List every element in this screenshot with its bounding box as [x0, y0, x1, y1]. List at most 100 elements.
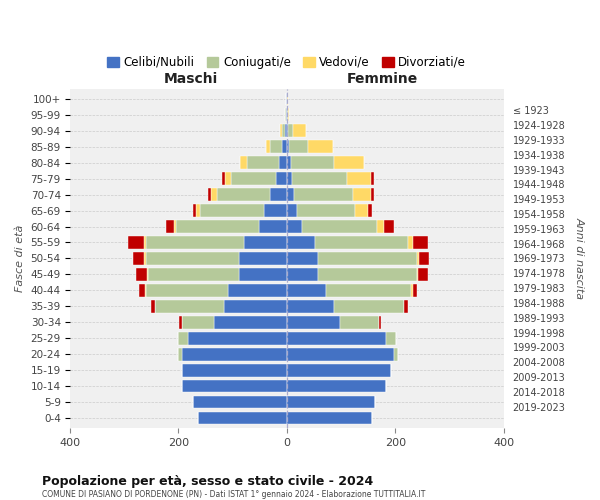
- Bar: [193, 204, 196, 217]
- Bar: [283, 124, 285, 137]
- Text: COMUNE DI PASIANO DI PORDENONE (PN) - Dati ISTAT 1° gennaio 2024 - Elaborazione : COMUNE DI PASIANO DI PORDENONE (PN) - Da…: [42, 490, 425, 499]
- Bar: [287, 236, 315, 248]
- Bar: [280, 124, 283, 137]
- Bar: [214, 316, 287, 328]
- Bar: [228, 284, 287, 296]
- Text: Popolazione per età, sesso e stato civile - 2024: Popolazione per età, sesso e stato civil…: [42, 474, 373, 488]
- Bar: [340, 316, 379, 328]
- Bar: [208, 188, 211, 201]
- Bar: [384, 220, 394, 232]
- Y-axis label: Anni di nascita: Anni di nascita: [575, 218, 585, 300]
- Bar: [287, 412, 373, 424]
- Bar: [151, 300, 155, 312]
- Text: Femmine: Femmine: [347, 72, 418, 86]
- Bar: [211, 188, 217, 201]
- Bar: [199, 412, 287, 424]
- Bar: [179, 316, 182, 328]
- Bar: [239, 252, 287, 264]
- Bar: [143, 236, 146, 248]
- Bar: [176, 220, 259, 232]
- Bar: [287, 172, 292, 185]
- Bar: [289, 124, 293, 137]
- Bar: [413, 236, 428, 248]
- Bar: [146, 284, 228, 296]
- Bar: [394, 348, 398, 360]
- Bar: [315, 236, 408, 248]
- Bar: [334, 300, 404, 312]
- Bar: [286, 92, 287, 105]
- Bar: [133, 252, 143, 264]
- Bar: [146, 236, 244, 248]
- Bar: [148, 268, 239, 280]
- Bar: [232, 172, 276, 185]
- Bar: [287, 364, 391, 376]
- Bar: [404, 300, 408, 312]
- Bar: [139, 284, 145, 296]
- Bar: [244, 236, 287, 248]
- Bar: [136, 268, 147, 280]
- Bar: [287, 140, 289, 153]
- Bar: [287, 156, 291, 169]
- Bar: [264, 204, 287, 217]
- Bar: [347, 172, 371, 185]
- Bar: [379, 316, 381, 328]
- Bar: [419, 252, 429, 264]
- Bar: [287, 380, 386, 392]
- Bar: [296, 204, 355, 217]
- Bar: [386, 332, 396, 344]
- Bar: [182, 348, 287, 360]
- Bar: [143, 252, 146, 264]
- Bar: [408, 236, 413, 248]
- Bar: [287, 124, 289, 137]
- Bar: [287, 396, 375, 408]
- Bar: [196, 204, 200, 217]
- Bar: [128, 236, 143, 248]
- Bar: [308, 140, 333, 153]
- Bar: [287, 252, 318, 264]
- Bar: [224, 300, 287, 312]
- Bar: [334, 156, 364, 169]
- Bar: [271, 140, 283, 153]
- Bar: [271, 188, 287, 201]
- Bar: [291, 156, 334, 169]
- Bar: [174, 220, 176, 232]
- Bar: [289, 140, 308, 153]
- Bar: [217, 188, 271, 201]
- Bar: [418, 268, 428, 280]
- Bar: [193, 396, 287, 408]
- Bar: [377, 220, 384, 232]
- Bar: [417, 252, 419, 264]
- Bar: [240, 156, 247, 169]
- Bar: [287, 348, 394, 360]
- Bar: [412, 284, 413, 296]
- Bar: [287, 204, 296, 217]
- Bar: [239, 268, 287, 280]
- Bar: [225, 172, 232, 185]
- Bar: [318, 268, 417, 280]
- Bar: [302, 220, 377, 232]
- Bar: [182, 316, 214, 328]
- Bar: [283, 140, 287, 153]
- Bar: [287, 220, 302, 232]
- Bar: [371, 188, 374, 201]
- Bar: [371, 172, 374, 185]
- Bar: [178, 332, 188, 344]
- Bar: [222, 172, 225, 185]
- Bar: [200, 204, 264, 217]
- Bar: [355, 204, 368, 217]
- Bar: [413, 284, 417, 296]
- Bar: [288, 108, 289, 121]
- Bar: [166, 220, 174, 232]
- Bar: [287, 300, 334, 312]
- Text: Maschi: Maschi: [164, 72, 218, 86]
- Bar: [287, 316, 340, 328]
- Bar: [155, 300, 224, 312]
- Bar: [326, 284, 412, 296]
- Bar: [188, 332, 287, 344]
- Bar: [287, 188, 295, 201]
- Bar: [247, 156, 279, 169]
- Bar: [353, 188, 371, 201]
- Bar: [368, 204, 372, 217]
- Bar: [259, 220, 287, 232]
- Bar: [292, 172, 347, 185]
